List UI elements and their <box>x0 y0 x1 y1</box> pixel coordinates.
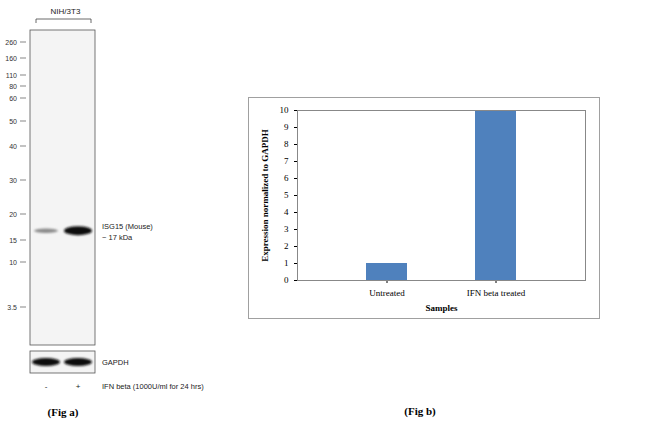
html-text:(Fig b): (Fig b) <box>404 405 436 417</box>
svg-text:~ 17 kDa: ~ 17 kDa <box>102 233 133 242</box>
svg-text:30: 30 <box>9 177 17 184</box>
svg-text:7: 7 <box>284 156 289 166</box>
svg-text:NIH/3T3: NIH/3T3 <box>51 7 81 16</box>
svg-text:40: 40 <box>9 143 17 150</box>
svg-text:3.5: 3.5 <box>7 304 17 311</box>
svg-text:10: 10 <box>280 105 290 115</box>
svg-text:160: 160 <box>5 55 17 62</box>
svg-text:-: - <box>45 382 48 391</box>
svg-text:4: 4 <box>284 207 289 217</box>
svg-text:6: 6 <box>284 173 289 183</box>
svg-text:10: 10 <box>9 259 17 266</box>
svg-text:3: 3 <box>284 224 289 234</box>
svg-text:5: 5 <box>284 190 289 200</box>
svg-text:Untreated: Untreated <box>369 288 405 298</box>
svg-text:+: + <box>76 382 81 391</box>
svg-text:(Fig a): (Fig a) <box>48 406 79 419</box>
svg-text:GAPDH: GAPDH <box>102 358 129 367</box>
svg-text:8: 8 <box>284 139 289 149</box>
svg-text:Expression normalized to GAPDH: Expression normalized to GAPDH <box>260 129 270 262</box>
svg-text:ISG15 (Mouse): ISG15 (Mouse) <box>102 222 153 231</box>
svg-text:9: 9 <box>284 122 289 132</box>
svg-text:15: 15 <box>9 237 17 244</box>
svg-text:60: 60 <box>9 95 17 102</box>
svg-text:20: 20 <box>9 211 17 218</box>
svg-text:2: 2 <box>284 241 289 251</box>
svg-text:80: 80 <box>9 83 17 90</box>
svg-text:IFN beta treated: IFN beta treated <box>467 288 526 298</box>
svg-text:Samples: Samples <box>425 303 458 313</box>
svg-text:50: 50 <box>9 118 17 125</box>
svg-text:110: 110 <box>6 72 17 79</box>
svg-text:IFN beta (1000U/ml for 24 hrs): IFN beta (1000U/ml for 24 hrs) <box>102 382 204 391</box>
svg-text:260: 260 <box>5 39 17 46</box>
svg-text:0: 0 <box>284 275 289 285</box>
svg-text:1: 1 <box>284 258 289 268</box>
